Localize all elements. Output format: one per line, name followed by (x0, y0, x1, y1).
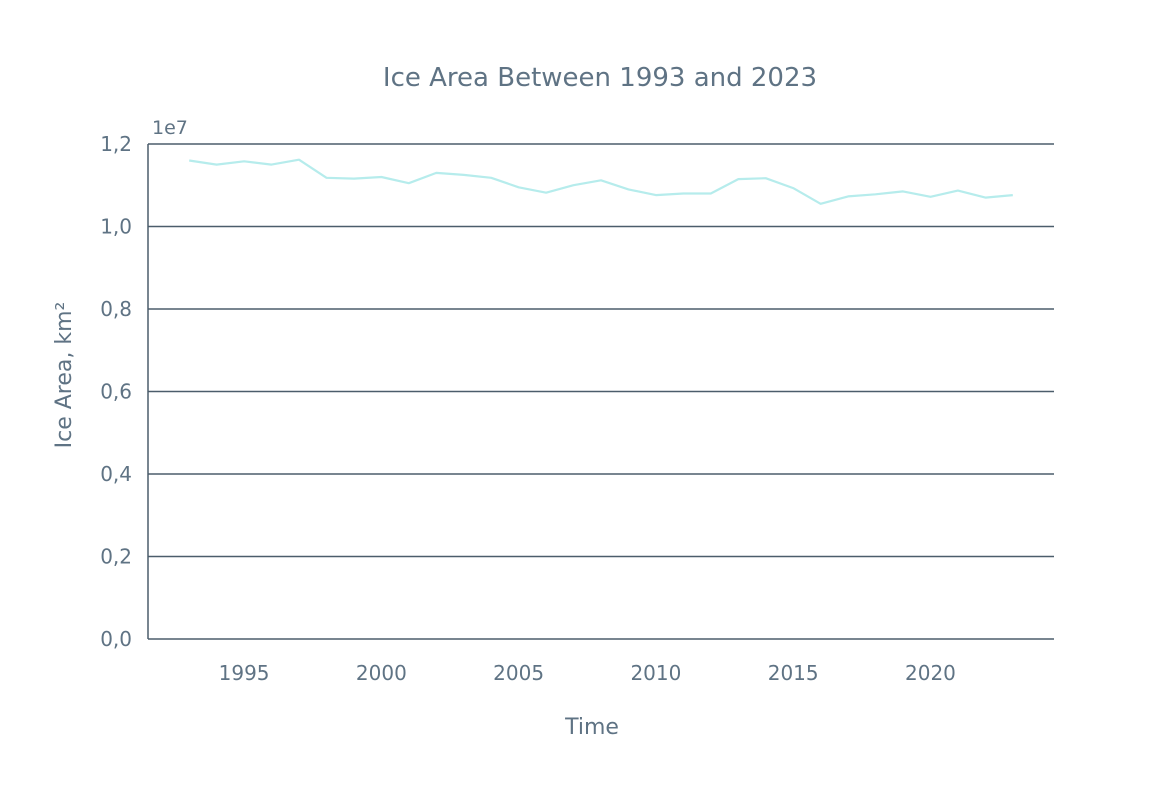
x-tick-label: 2015 (768, 661, 819, 685)
y-tick-label: 1,0 (100, 215, 132, 239)
x-tick-label: 1995 (219, 661, 270, 685)
grid-lines (148, 143, 1054, 640)
x-axis-label: Time (564, 715, 619, 740)
y-tick-label: 0,4 (100, 462, 132, 486)
y-axis-offset-label: 1e7 (152, 117, 188, 139)
x-tick-labels: 1995 2000 2005 2010 2015 2020 (219, 661, 956, 685)
y-axis-label: Ice Area, km² (52, 302, 77, 449)
x-tick-label: 2020 (905, 661, 956, 685)
y-tick-label: 0,2 (100, 545, 132, 569)
y-tick-labels: 0,0 0,2 0,4 0,6 0,8 1,0 1,2 (100, 132, 132, 651)
x-tick-label: 2000 (356, 661, 407, 685)
y-tick-label: 0,6 (100, 380, 132, 404)
chart-title: Ice Area Between 1993 and 2023 (383, 63, 817, 93)
x-tick-label: 2010 (630, 661, 681, 685)
x-tick-label: 2005 (493, 661, 544, 685)
series-line (189, 158, 1013, 205)
y-tick-label: 0,0 (100, 627, 132, 651)
y-tick-label: 1,2 (100, 132, 132, 156)
y-tick-label: 0,8 (100, 297, 132, 321)
series-layer (189, 158, 1013, 205)
